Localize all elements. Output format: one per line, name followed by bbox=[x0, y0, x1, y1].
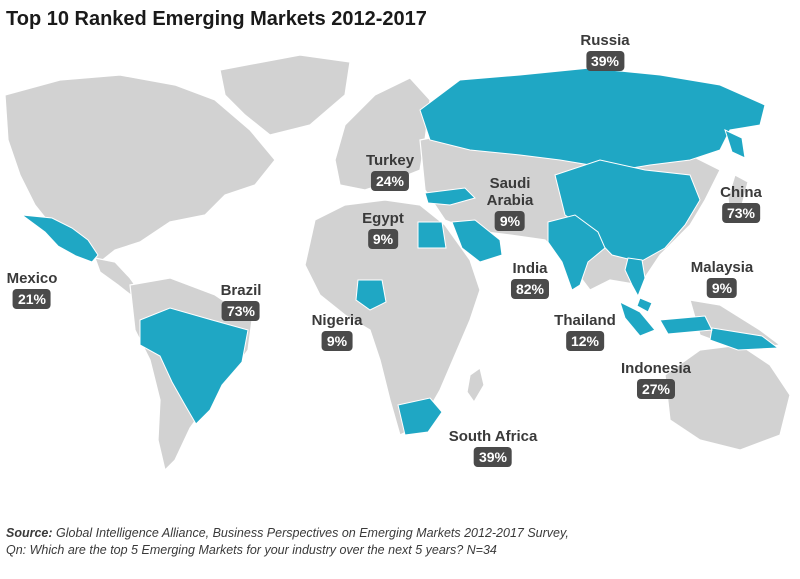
label-india: India 82% bbox=[510, 260, 550, 299]
label-thailand: Thailand 12% bbox=[554, 312, 616, 351]
market-value: 27% bbox=[636, 379, 676, 399]
label-mexico: Mexico 21% bbox=[6, 270, 58, 309]
world-map bbox=[4, 54, 791, 472]
label-brazil: Brazil 73% bbox=[220, 282, 262, 321]
source-line-2: Qn: Which are the top 5 Emerging Markets… bbox=[6, 543, 497, 557]
source-line-1: Source: Global Intelligence Alliance, Bu… bbox=[6, 525, 569, 542]
market-name: Nigeria bbox=[311, 312, 363, 329]
market-value: 73% bbox=[221, 301, 261, 321]
market-name: Russia bbox=[580, 32, 630, 49]
market-name: China bbox=[720, 184, 762, 201]
egypt-shape bbox=[417, 221, 447, 249]
label-malaysia: Malaysia 9% bbox=[690, 259, 754, 298]
label-saudi-arabia: Saudi Arabia 9% bbox=[486, 175, 534, 231]
market-name: Brazil bbox=[220, 282, 262, 299]
market-value: 9% bbox=[494, 211, 526, 231]
madagascar bbox=[466, 367, 485, 404]
mexico-shape bbox=[20, 214, 99, 263]
label-turkey: Turkey 24% bbox=[366, 152, 414, 191]
malaysia-shape bbox=[636, 297, 653, 313]
saudi-arabia-shape bbox=[451, 219, 503, 263]
label-egypt: Egypt 9% bbox=[362, 210, 404, 249]
market-name: Egypt bbox=[362, 210, 404, 227]
kamchatka-shape bbox=[724, 129, 746, 159]
brazil-shape bbox=[139, 307, 249, 425]
market-value: 82% bbox=[510, 279, 550, 299]
source-text: Global Intelligence Alliance, Business P… bbox=[52, 526, 569, 540]
market-value: 9% bbox=[321, 331, 353, 351]
label-indonesia: Indonesia 27% bbox=[621, 360, 691, 399]
market-name-line1: Saudi Arabia bbox=[486, 175, 534, 209]
greenland bbox=[219, 54, 351, 136]
market-value: 39% bbox=[585, 51, 625, 71]
south-africa-shape bbox=[397, 397, 443, 436]
label-nigeria: Nigeria 9% bbox=[311, 312, 363, 351]
source-note: Source: Global Intelligence Alliance, Bu… bbox=[6, 525, 569, 559]
russia-shape bbox=[419, 67, 766, 171]
market-name: Indonesia bbox=[620, 360, 692, 377]
source-label: Source: bbox=[6, 526, 53, 540]
africa bbox=[304, 199, 481, 436]
label-south-africa: South Africa 39% bbox=[448, 428, 538, 467]
nigeria-shape bbox=[355, 279, 387, 311]
market-value: 39% bbox=[473, 447, 513, 467]
north-america bbox=[4, 74, 276, 263]
market-value: 24% bbox=[370, 171, 410, 191]
market-value: 73% bbox=[721, 203, 761, 223]
market-name: Mexico bbox=[6, 270, 58, 287]
market-value: 21% bbox=[12, 289, 52, 309]
label-russia: Russia 39% bbox=[580, 32, 630, 71]
market-name: South Africa bbox=[448, 428, 538, 445]
indonesia-shape bbox=[619, 301, 780, 351]
thailand-shape bbox=[624, 257, 646, 298]
market-name: India bbox=[512, 260, 548, 277]
label-china: China 73% bbox=[720, 184, 762, 223]
india-shape bbox=[547, 214, 606, 291]
market-value: 9% bbox=[706, 278, 738, 298]
market-name: Turkey bbox=[365, 152, 415, 169]
market-name: Malaysia bbox=[690, 259, 754, 276]
market-value: 12% bbox=[565, 331, 605, 351]
map-title: Top 10 Ranked Emerging Markets 2012-2017 bbox=[6, 8, 427, 30]
market-value: 9% bbox=[367, 229, 399, 249]
market-name: Thailand bbox=[554, 312, 616, 329]
australia bbox=[664, 344, 791, 451]
turkey-shape bbox=[424, 187, 476, 206]
